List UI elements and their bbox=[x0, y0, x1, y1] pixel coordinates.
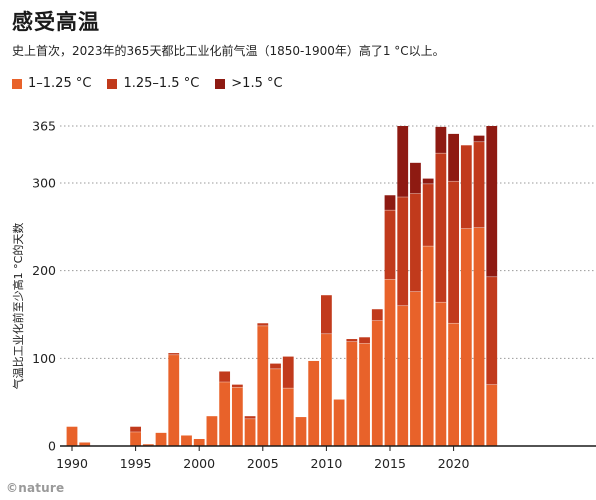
legend-swatch-low bbox=[12, 78, 22, 89]
x-tick-label-1995: 1995 bbox=[120, 456, 152, 471]
legend-swatch-high bbox=[215, 78, 226, 89]
bar-2003-series-1 bbox=[231, 387, 243, 446]
legend-swatch-mid bbox=[107, 78, 118, 89]
bar-1997-series-1 bbox=[155, 432, 167, 446]
x-tick-label-2015: 2015 bbox=[374, 456, 406, 471]
bar-2012-series-1 bbox=[346, 341, 358, 446]
chart-title: 感受高温 bbox=[12, 10, 100, 34]
bar-1995-series-2 bbox=[130, 426, 141, 432]
bar-2004-series-1 bbox=[244, 418, 256, 446]
bar-2017-series-2 bbox=[410, 193, 421, 292]
bar-2017-series-3 bbox=[410, 162, 421, 194]
legend-item-high: >1.5 °C bbox=[215, 76, 283, 91]
bar-2022-series-2 bbox=[473, 141, 485, 228]
bar-2021-series-2 bbox=[460, 145, 472, 229]
nature-logo: ©nature bbox=[6, 481, 65, 495]
bar-2009-series-1 bbox=[308, 360, 320, 446]
legend-item-mid: 1.25–1.5 °C bbox=[107, 76, 199, 91]
bar-2005-series-2 bbox=[257, 323, 269, 326]
bar-2012-series-2 bbox=[346, 339, 358, 342]
bar-1998-series-2 bbox=[168, 353, 180, 355]
bar-1999-series-1 bbox=[181, 435, 192, 446]
bar-1998-series-1 bbox=[168, 354, 180, 446]
bar-2021-series-1 bbox=[460, 228, 472, 446]
bars-layer bbox=[66, 126, 498, 446]
bar-2020-series-3 bbox=[448, 133, 459, 182]
legend-item-low: 1–1.25 °C bbox=[12, 76, 91, 91]
bar-2007-series-1 bbox=[282, 388, 294, 446]
bar-2020-series-2 bbox=[448, 181, 459, 324]
bar-2016-series-3 bbox=[397, 126, 409, 198]
bar-2022-series-1 bbox=[473, 227, 485, 446]
legend-label-high: >1.5 °C bbox=[231, 76, 283, 91]
bar-2018-series-3 bbox=[422, 178, 434, 184]
chart-subtitle: 史上首次，2023年的365天都比工业化前气温（1850-1900年）高了1 °… bbox=[12, 44, 445, 58]
bar-2007-series-2 bbox=[282, 356, 294, 389]
bar-1990-series-1 bbox=[66, 426, 78, 446]
bar-2018-series-1 bbox=[422, 246, 434, 446]
x-tick-label-2000: 2000 bbox=[183, 456, 215, 471]
x-tick-label-2010: 2010 bbox=[310, 456, 342, 471]
x-tick-label-2020: 2020 bbox=[438, 456, 470, 471]
legend-label-mid: 1.25–1.5 °C bbox=[123, 76, 200, 91]
y-tick-label-200: 200 bbox=[32, 263, 56, 278]
bar-2013-series-1 bbox=[359, 343, 370, 446]
bar-2023-series-3 bbox=[486, 126, 498, 277]
bar-2010-series-1 bbox=[321, 333, 332, 446]
bar-2016-series-1 bbox=[397, 305, 409, 446]
axis-layer: 0 100 200 300 365 1990 1995 2000 2005 2010 2015 202… bbox=[32, 119, 596, 471]
bar-2019-series-3 bbox=[435, 126, 447, 154]
bar-2015-series-1 bbox=[384, 279, 396, 446]
y-tick-label-0: 0 bbox=[48, 439, 56, 454]
bar-2019-series-2 bbox=[435, 153, 447, 303]
bar-2005-series-1 bbox=[257, 325, 269, 446]
bar-1991-series-1 bbox=[79, 442, 91, 446]
bar-2006-series-2 bbox=[270, 363, 281, 369]
bar-2019-series-1 bbox=[435, 302, 447, 446]
bar-2014-series-2 bbox=[371, 309, 383, 321]
bar-2022-series-3 bbox=[473, 135, 485, 142]
bar-1996-series-1 bbox=[142, 444, 154, 446]
bar-2023-series-2 bbox=[486, 276, 498, 385]
bar-2015-series-3 bbox=[384, 195, 396, 211]
legend-label-low: 1–1.25 °C bbox=[28, 76, 92, 91]
bar-2016-series-2 bbox=[397, 197, 409, 306]
x-tick-label-2005: 2005 bbox=[247, 456, 279, 471]
bar-2020-series-1 bbox=[448, 323, 459, 446]
bar-2002-series-1 bbox=[219, 382, 231, 446]
y-tick-label-300: 300 bbox=[32, 175, 56, 190]
bar-2015-series-2 bbox=[384, 210, 396, 280]
bar-2003-series-2 bbox=[231, 384, 243, 388]
bar-2004-series-2 bbox=[244, 416, 256, 419]
bar-2014-series-1 bbox=[371, 320, 383, 446]
bar-2006-series-1 bbox=[270, 368, 281, 446]
bar-2002-series-2 bbox=[219, 371, 231, 382]
bar-2011-series-1 bbox=[333, 399, 345, 446]
y-axis-label: 气温比工业化前至少高1 °C的天数 bbox=[11, 223, 25, 390]
bar-1995-series-1 bbox=[130, 431, 141, 446]
bar-2001-series-1 bbox=[206, 416, 218, 446]
bar-2010-series-2 bbox=[321, 295, 332, 334]
legend: 1–1.25 °C 1.25–1.5 °C >1.5 °C bbox=[12, 76, 299, 91]
y-tick-label-365: 365 bbox=[32, 119, 56, 134]
y-tick-label-100: 100 bbox=[32, 351, 56, 366]
bar-2000-series-1 bbox=[193, 438, 205, 446]
bar-2018-series-2 bbox=[422, 183, 434, 247]
bar-2008-series-1 bbox=[295, 417, 307, 446]
x-tick-label-1990: 1990 bbox=[56, 456, 88, 471]
bar-2017-series-1 bbox=[410, 291, 421, 446]
bar-2013-series-2 bbox=[359, 337, 370, 344]
bar-2023-series-1 bbox=[486, 384, 498, 446]
